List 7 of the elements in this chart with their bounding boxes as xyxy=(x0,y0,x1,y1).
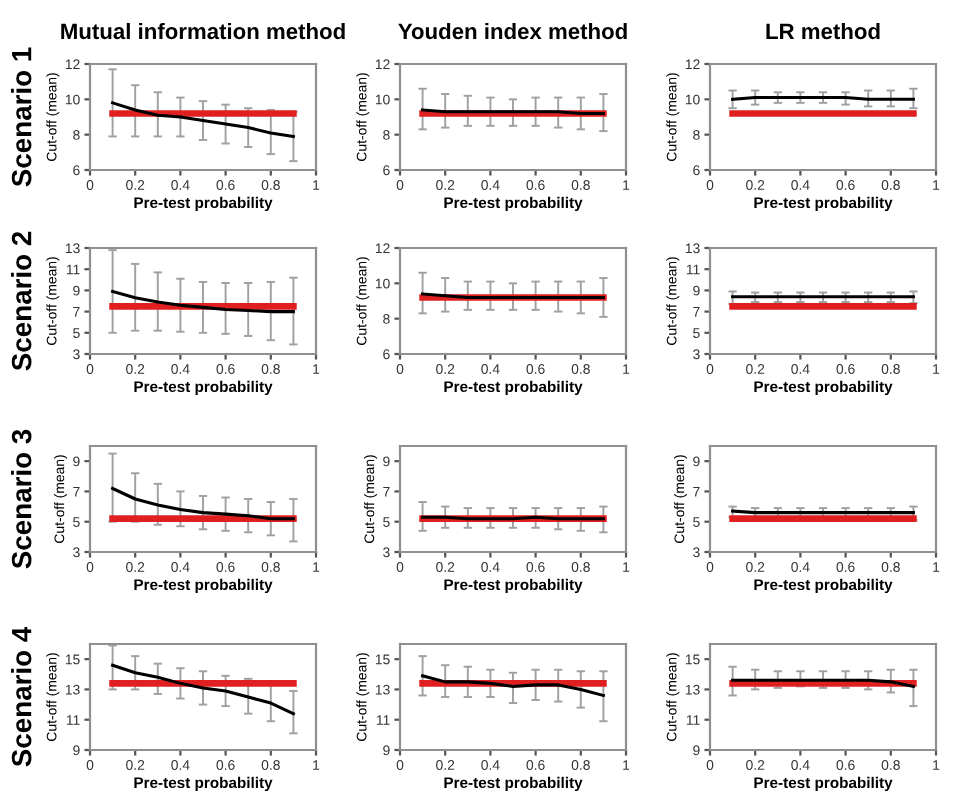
chart-title: LR method xyxy=(766,22,880,40)
chart-title: Youden index method xyxy=(398,22,627,40)
text: Scenario 3 xyxy=(11,429,32,569)
text: Scenario 4 xyxy=(11,626,32,767)
text: Scenario 2 xyxy=(11,231,32,371)
text: Scenario 1 xyxy=(11,47,32,187)
chart-title: Mutual information method xyxy=(61,22,345,40)
